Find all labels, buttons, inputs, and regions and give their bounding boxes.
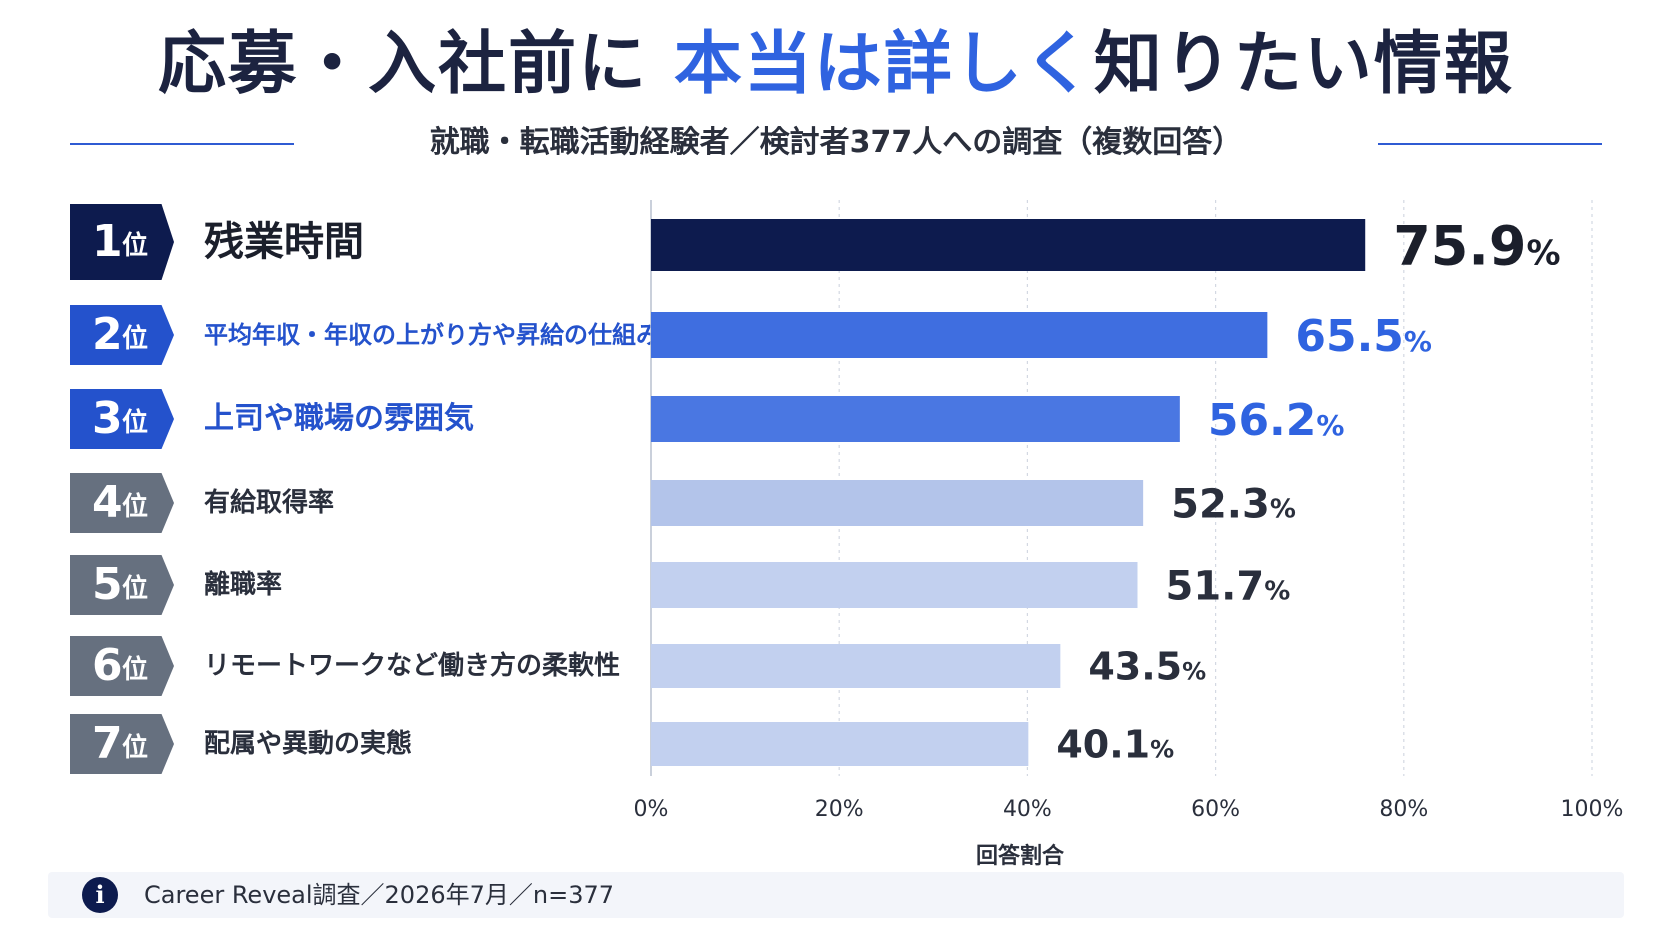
subtitle-row: 就職・転職活動経験者／検討者377人への調査（複数回答） — [70, 118, 1602, 168]
rank-number: 1 — [92, 216, 123, 267]
rank-unit: 位 — [122, 733, 149, 763]
title-highlight: 本当は詳しく — [673, 25, 1094, 104]
footer-text: Career Reveal調査／2026年7月／n=377 — [144, 881, 615, 909]
data-label: 40.1% — [1056, 723, 1174, 767]
bar — [651, 722, 1029, 766]
x-tick-label: 60% — [1191, 797, 1240, 822]
title-part-1: 応募・入社前に — [158, 25, 649, 104]
x-tick-label: 80% — [1379, 797, 1428, 822]
bar — [651, 562, 1138, 608]
rank-unit: 位 — [122, 324, 149, 354]
rank-number: 5 — [92, 559, 123, 610]
bar — [651, 480, 1144, 526]
data-label: 75.9% — [1393, 214, 1560, 277]
bar — [651, 396, 1180, 442]
bar — [651, 219, 1366, 271]
bar — [651, 312, 1268, 358]
data-label: 52.3% — [1171, 481, 1296, 527]
subtitle-rule-right — [1378, 143, 1602, 145]
rank-unit: 位 — [122, 574, 149, 604]
page-title: 応募・入社前に 本当は詳しく知りたい情報 — [0, 20, 1672, 110]
bar — [651, 644, 1061, 688]
rank-unit: 位 — [122, 655, 149, 685]
x-tick-label: 20% — [815, 797, 864, 822]
x-tick-label: 40% — [1003, 797, 1052, 822]
data-label: 65.5% — [1295, 311, 1432, 362]
subtitle-rule-left — [70, 143, 294, 145]
rank-number: 4 — [92, 477, 123, 528]
rank-label-5: 離職率 — [204, 570, 283, 600]
rank-unit: 位 — [122, 408, 149, 438]
rank-number: 2 — [92, 309, 123, 360]
rank-number: 3 — [92, 393, 123, 444]
info-icon: i — [82, 877, 118, 913]
rank-label-3: 上司や職場の雰囲気 — [204, 401, 474, 436]
rank-number: 6 — [92, 640, 123, 691]
rank-label-6: リモートワークなど働き方の柔軟性 — [204, 651, 621, 681]
data-label: 43.5% — [1088, 645, 1206, 689]
rank-unit: 位 — [122, 231, 149, 261]
x-tick-label: 100% — [1561, 797, 1624, 822]
rank-label-1: 残業時間 — [204, 219, 364, 265]
rank-number: 7 — [92, 718, 123, 769]
subtitle: 就職・転職活動経験者／検討者377人への調査（複数回答） — [429, 125, 1243, 160]
data-label: 56.2% — [1208, 395, 1345, 446]
rank-label-4: 有給取得率 — [204, 488, 335, 518]
rank-label-7: 配属や異動の実態 — [204, 729, 413, 759]
rank-unit: 位 — [122, 492, 149, 522]
title-part-2: 知りたい情報 — [1093, 25, 1514, 104]
footer: i Career Reveal調査／2026年7月／n=377 — [48, 872, 1624, 918]
data-label: 51.7% — [1165, 563, 1290, 609]
rank-label-2: 平均年収・年収の上がり方や昇給の仕組み — [204, 321, 660, 349]
x-tick-label: 0% — [634, 797, 669, 822]
